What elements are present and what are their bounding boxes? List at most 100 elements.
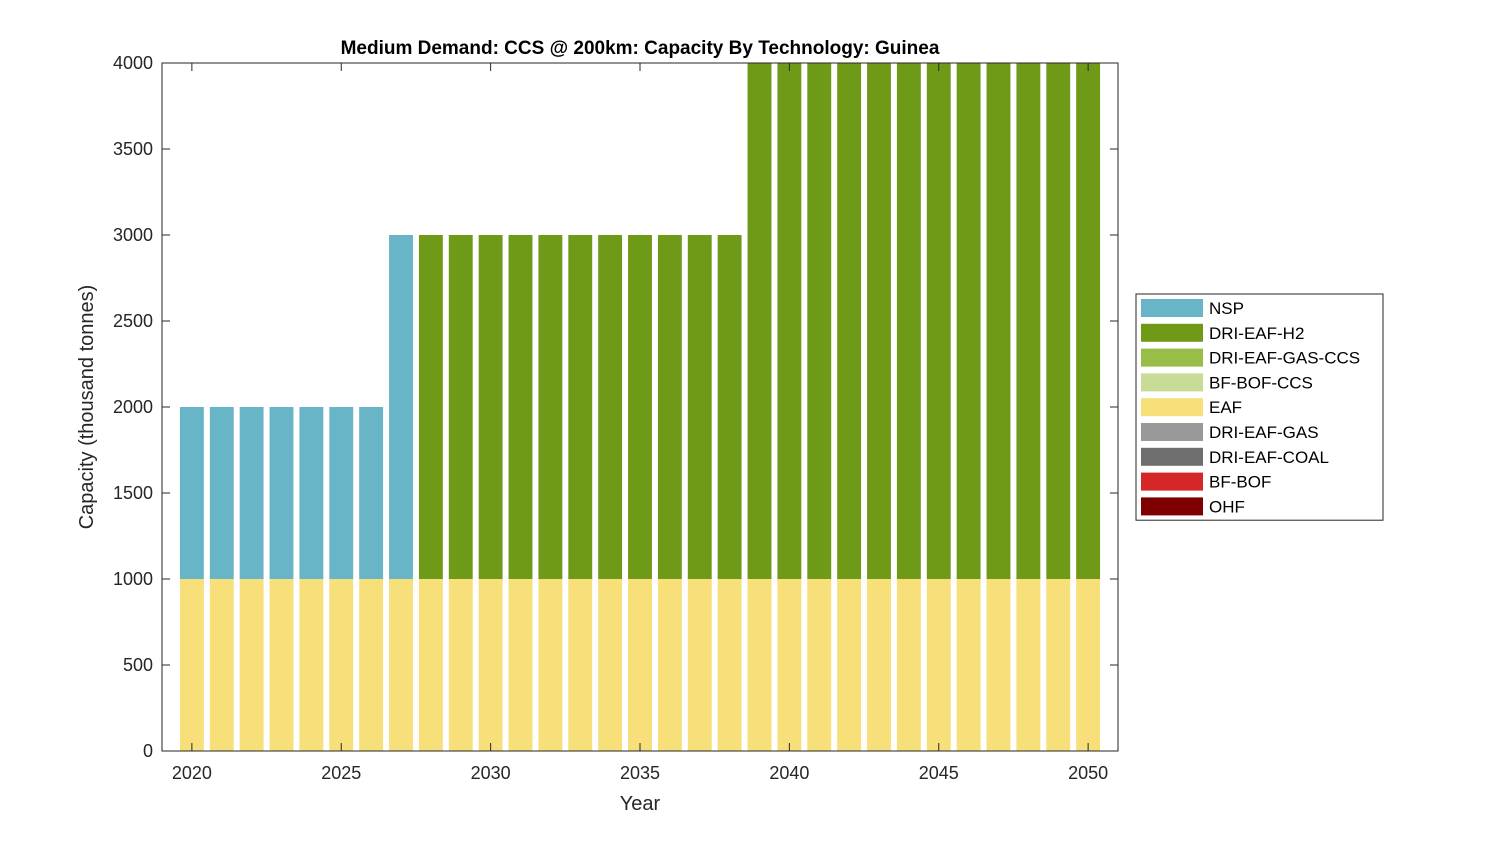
x-tick-label: 2045 xyxy=(919,763,959,783)
bar-dri-eaf-h2-2039 xyxy=(747,63,772,579)
y-tick-label: 3500 xyxy=(113,139,153,159)
bar-eaf-2026 xyxy=(359,579,384,751)
bar-eaf-2020 xyxy=(179,579,204,751)
bar-eaf-2028 xyxy=(418,579,443,751)
bar-dri-eaf-h2-2038 xyxy=(717,235,742,579)
bar-eaf-2038 xyxy=(717,579,742,751)
bar-eaf-2042 xyxy=(837,579,862,751)
legend-label-bf-bof: BF-BOF xyxy=(1209,473,1271,492)
bar-eaf-2045 xyxy=(926,579,951,751)
x-tick-label: 2035 xyxy=(620,763,660,783)
x-tick-label: 2050 xyxy=(1068,763,1108,783)
legend-swatch-bf-bof xyxy=(1141,472,1203,491)
legend-swatch-nsp xyxy=(1141,299,1203,317)
bar-eaf-2024 xyxy=(299,579,324,751)
x-tick-label: 2030 xyxy=(471,763,511,783)
plot-area xyxy=(179,63,1101,751)
legend: NSP DRI-EAF-H2 DRI-EAF-GAS-CCS BF-BOF-CCS EA… xyxy=(1135,293,1384,521)
bar-eaf-2047 xyxy=(986,579,1011,751)
bar-dri-eaf-h2-2030 xyxy=(478,235,503,579)
bar-dri-eaf-h2-2048 xyxy=(1016,63,1041,579)
bar-eaf-2034 xyxy=(598,579,623,751)
bar-eaf-2021 xyxy=(209,579,234,751)
bar-nsp-2021 xyxy=(209,407,234,579)
bar-dri-eaf-h2-2028 xyxy=(418,235,443,579)
bar-eaf-2035 xyxy=(628,579,652,751)
legend-label-nsp: NSP xyxy=(1209,299,1244,318)
bar-eaf-2027 xyxy=(389,579,413,751)
bar-eaf-2023 xyxy=(269,579,294,751)
bar-dri-eaf-h2-2043 xyxy=(867,63,891,579)
bar-nsp-2020 xyxy=(179,407,204,579)
legend-swatch-dri-eaf-coal xyxy=(1141,447,1203,466)
y-tick-label: 1500 xyxy=(113,483,153,503)
bar-eaf-2044 xyxy=(896,579,921,751)
bar-dri-eaf-h2-2031 xyxy=(508,235,533,579)
legend-label-dri-eaf-coal: DRI-EAF-COAL xyxy=(1209,448,1329,467)
bar-dri-eaf-h2-2032 xyxy=(538,235,563,579)
axes: 0 500 1000 1500 2000 2500 3000 3500 4000 2020 2025… xyxy=(113,53,1119,783)
bar-eaf-2039 xyxy=(747,579,772,751)
bar-nsp-2023 xyxy=(269,407,294,579)
legend-swatch-bf-bof-ccs xyxy=(1141,373,1203,392)
bar-dri-eaf-h2-2047 xyxy=(986,63,1011,579)
bar-eaf-2025 xyxy=(329,579,354,751)
bar-nsp-2024 xyxy=(299,407,324,579)
bar-dri-eaf-h2-2040 xyxy=(777,63,802,579)
bar-dri-eaf-h2-2029 xyxy=(448,235,473,579)
bar-eaf-2050 xyxy=(1076,579,1101,751)
legend-label-eaf: EAF xyxy=(1209,398,1242,417)
bar-eaf-2029 xyxy=(448,579,473,751)
y-tick-label: 2000 xyxy=(113,397,153,417)
legend-swatch-dri-eaf-h2 xyxy=(1141,323,1203,342)
bar-dri-eaf-h2-2036 xyxy=(657,235,682,579)
x-tick-label: 2025 xyxy=(321,763,361,783)
legend-label-dri-eaf-gas: DRI-EAF-GAS xyxy=(1209,423,1319,442)
y-tick-label: 4000 xyxy=(113,53,153,73)
bar-eaf-2031 xyxy=(508,579,533,751)
y-axis-label: Capacity (thousand tonnes) xyxy=(76,285,98,530)
y-tick-label: 1000 xyxy=(113,569,153,589)
bar-eaf-2048 xyxy=(1016,579,1041,751)
legend-swatch-ohf xyxy=(1141,497,1203,516)
y-tick-label: 3000 xyxy=(113,225,153,245)
bar-eaf-2032 xyxy=(538,579,563,751)
legend-label-bf-bof-ccs: BF-BOF-CCS xyxy=(1209,373,1313,392)
bar-eaf-2037 xyxy=(687,579,712,751)
y-tick-label: 2500 xyxy=(113,311,153,331)
x-tick-label: 2020 xyxy=(172,763,212,783)
bar-dri-eaf-h2-2050 xyxy=(1076,63,1101,579)
bar-eaf-2033 xyxy=(568,579,593,751)
legend-label-dri-eaf-gas-ccs: DRI-EAF-GAS-CCS xyxy=(1209,349,1360,368)
bar-dri-eaf-h2-2033 xyxy=(568,235,593,579)
bar-nsp-2022 xyxy=(239,407,264,579)
bar-eaf-2049 xyxy=(1046,579,1071,751)
bar-dri-eaf-h2-2037 xyxy=(687,235,712,579)
bar-dri-eaf-h2-2046 xyxy=(956,63,981,579)
bar-dri-eaf-h2-2044 xyxy=(896,63,921,579)
bar-dri-eaf-h2-2049 xyxy=(1046,63,1071,579)
bar-dri-eaf-h2-2035 xyxy=(628,235,652,579)
chart-title: Medium Demand: CCS @ 200km: Capacity By … xyxy=(341,38,940,59)
legend-swatch-eaf xyxy=(1141,398,1203,417)
legend-swatch-dri-eaf-gas xyxy=(1141,423,1203,441)
legend-swatch-dri-eaf-gas-ccs xyxy=(1141,348,1203,367)
legend-label-dri-eaf-h2: DRI-EAF-H2 xyxy=(1209,324,1304,343)
legend-label-ohf: OHF xyxy=(1209,497,1245,516)
bar-eaf-2040 xyxy=(777,579,802,751)
bar-dri-eaf-h2-2045 xyxy=(926,63,951,579)
bar-eaf-2030 xyxy=(478,579,503,751)
bar-eaf-2043 xyxy=(867,579,891,751)
bar-nsp-2025 xyxy=(329,407,354,579)
bar-nsp-2026 xyxy=(359,407,384,579)
bar-eaf-2041 xyxy=(807,579,832,751)
bar-nsp-2027 xyxy=(389,235,413,579)
y-tick-label: 500 xyxy=(123,655,153,675)
bar-dri-eaf-h2-2041 xyxy=(807,63,832,579)
bar-eaf-2036 xyxy=(657,579,682,751)
bar-dri-eaf-h2-2042 xyxy=(837,63,862,579)
x-axis-label: Year xyxy=(620,793,661,815)
bar-dri-eaf-h2-2034 xyxy=(598,235,623,579)
bar-eaf-2022 xyxy=(239,579,264,751)
